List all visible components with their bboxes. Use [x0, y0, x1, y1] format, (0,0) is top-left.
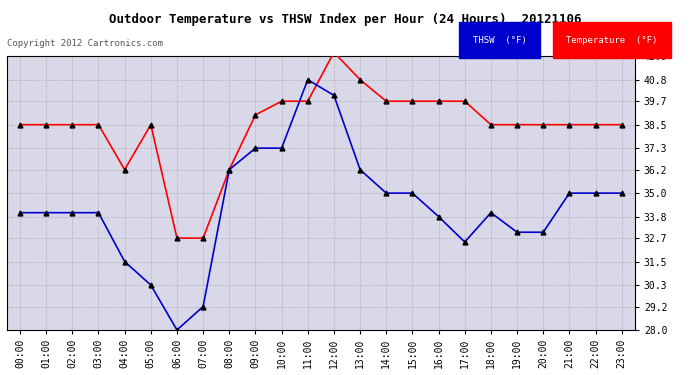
- Text: Outdoor Temperature vs THSW Index per Hour (24 Hours)  20121106: Outdoor Temperature vs THSW Index per Ho…: [109, 13, 581, 26]
- Text: Copyright 2012 Cartronics.com: Copyright 2012 Cartronics.com: [7, 39, 163, 48]
- Text: THSW  (°F): THSW (°F): [473, 36, 526, 45]
- Text: Temperature  (°F): Temperature (°F): [566, 36, 658, 45]
